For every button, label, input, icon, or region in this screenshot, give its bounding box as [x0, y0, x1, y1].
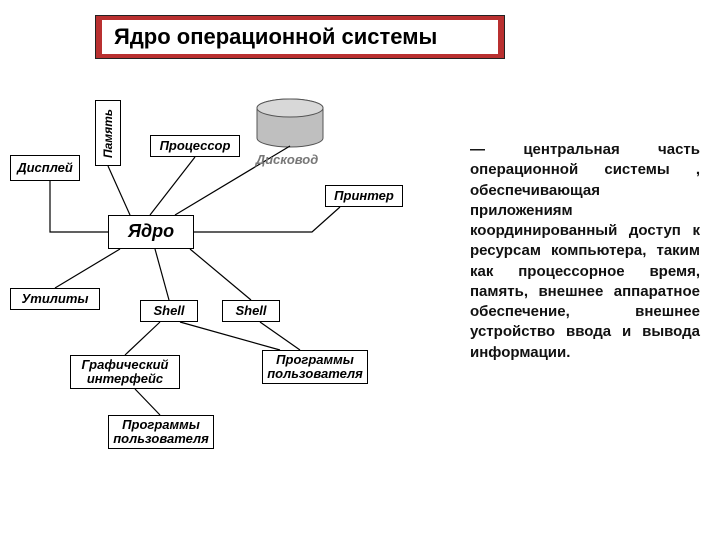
node-shell-1: Shell — [140, 300, 198, 322]
description-text: — центральная часть операционной системы… — [470, 140, 700, 363]
node-kernel: Ядро — [108, 215, 194, 249]
node-shell-2: Shell — [222, 300, 280, 322]
node-display: Дисплей — [10, 155, 80, 181]
disk-cylinder-icon — [255, 98, 325, 146]
title-bar: Ядро операционной системы — [95, 15, 505, 59]
node-user-programs-1: Программы пользователя — [108, 415, 214, 449]
node-disk-drive: Дисковод — [248, 150, 326, 170]
slide-canvas: Ядро операционной системы Дисплей Память — [0, 0, 720, 540]
node-gui: Графический интерфейс — [70, 355, 180, 389]
node-memory: Память — [95, 100, 121, 166]
node-utilities: Утилиты — [10, 288, 100, 310]
node-cpu: Процессор — [150, 135, 240, 157]
node-user-programs-2: Программы пользователя — [262, 350, 368, 384]
slide-title: Ядро операционной системы — [102, 20, 498, 54]
node-printer: Принтер — [325, 185, 403, 207]
